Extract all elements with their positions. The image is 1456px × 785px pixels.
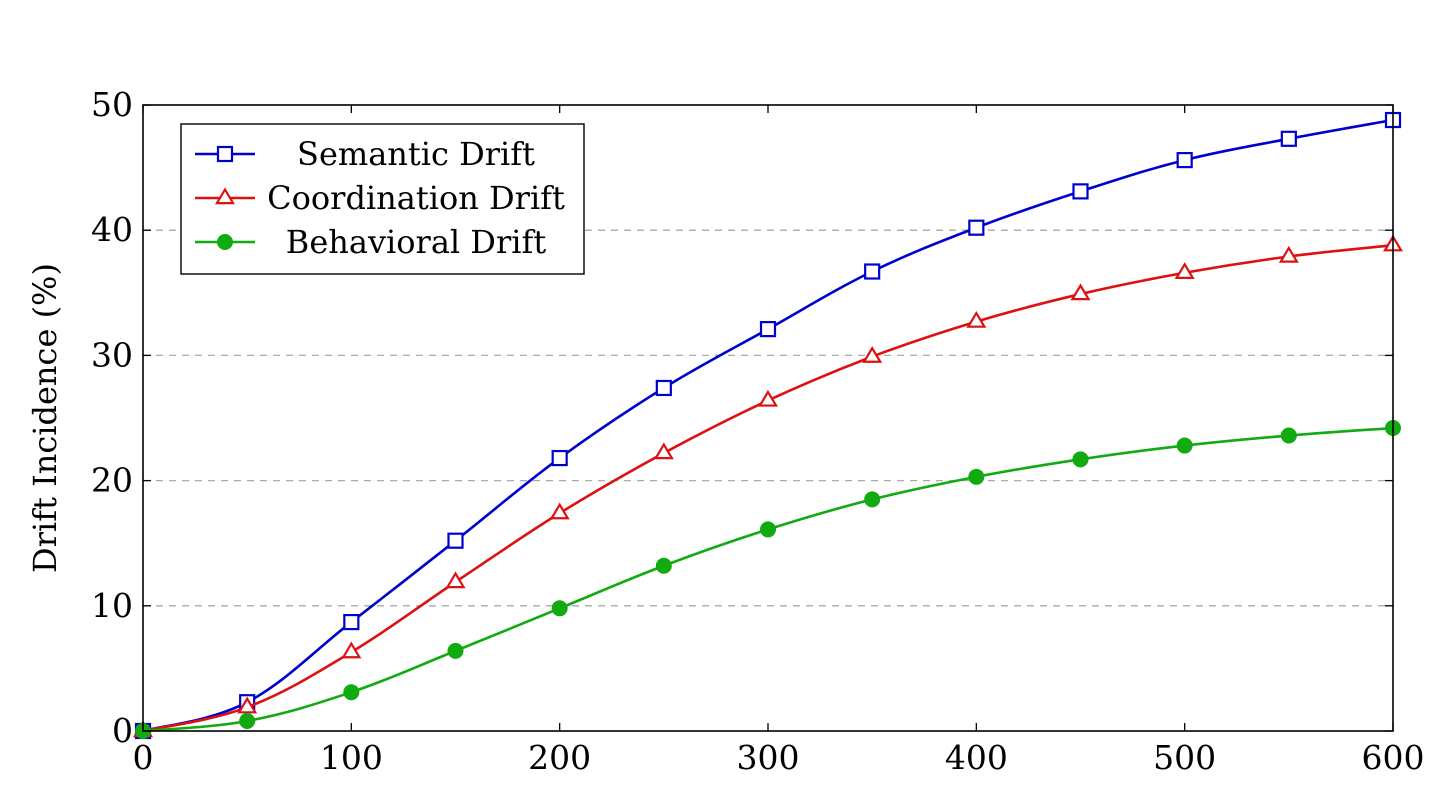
data-point bbox=[549, 502, 570, 520]
y-tick-label: 0 bbox=[112, 711, 133, 750]
y-tick-label: 30 bbox=[91, 335, 133, 374]
data-point bbox=[864, 491, 881, 508]
y-tick-label: 50 bbox=[91, 85, 133, 124]
legend-item: Behavioral Drift bbox=[195, 223, 546, 261]
data-point bbox=[968, 468, 985, 485]
data-point bbox=[447, 532, 464, 549]
data-point bbox=[1072, 183, 1089, 200]
data-point bbox=[655, 379, 672, 397]
y-tick-label: 40 bbox=[91, 210, 133, 249]
data-point bbox=[551, 600, 568, 617]
data-point bbox=[757, 389, 779, 407]
data-point bbox=[862, 345, 883, 363]
data-point bbox=[1280, 427, 1297, 444]
legend-marker bbox=[216, 145, 234, 163]
legend-item: Coordination Drift bbox=[195, 179, 565, 217]
y-tick-label: 20 bbox=[91, 461, 133, 500]
data-point bbox=[447, 642, 464, 659]
x-tick-label: 0 bbox=[133, 738, 154, 777]
axis-ticks: 0 100 200 300 400 500 600 0 10 20 30 40 50 bbox=[91, 85, 1425, 777]
legend-marker bbox=[214, 187, 236, 205]
series-1 bbox=[132, 234, 1404, 738]
x-tick-label: 500 bbox=[1153, 738, 1216, 777]
grid-lines bbox=[143, 229, 1393, 607]
data-point bbox=[237, 696, 258, 714]
data-point bbox=[343, 613, 360, 631]
legend-label: Coordination Drift bbox=[267, 179, 565, 217]
data-point bbox=[551, 449, 568, 467]
legend-marker bbox=[217, 234, 233, 250]
x-tick-label: 100 bbox=[320, 738, 383, 777]
x-tick-label: 200 bbox=[528, 738, 591, 777]
data-point bbox=[341, 641, 362, 659]
legend: Semantic Drift Coordination Drift Behavior… bbox=[180, 123, 585, 275]
data-point bbox=[759, 321, 777, 338]
data-point bbox=[968, 219, 985, 236]
data-point bbox=[239, 712, 256, 729]
series-2 bbox=[135, 420, 1401, 739]
data-point bbox=[966, 310, 987, 328]
data-point bbox=[1176, 437, 1193, 454]
data-point bbox=[343, 684, 360, 701]
series-line bbox=[142, 426, 1394, 733]
legend-label: Behavioral Drift bbox=[286, 223, 547, 261]
data-point bbox=[760, 521, 776, 538]
x-tick-label: 600 bbox=[1362, 738, 1425, 777]
data-point bbox=[1174, 262, 1195, 279]
legend-label: Semantic Drift bbox=[297, 135, 535, 173]
data-point bbox=[1070, 283, 1091, 301]
series-layer bbox=[132, 111, 1404, 740]
x-tick-label: 400 bbox=[945, 738, 1008, 777]
data-point bbox=[1072, 451, 1089, 468]
y-tick-label: 10 bbox=[91, 586, 133, 625]
data-point bbox=[864, 263, 881, 280]
data-point bbox=[653, 442, 674, 460]
data-point bbox=[1280, 130, 1297, 147]
series-line bbox=[142, 243, 1394, 733]
y-axis-label: Drift Incidence (%) bbox=[26, 263, 64, 573]
x-tick-label: 300 bbox=[737, 738, 800, 777]
data-point bbox=[655, 557, 672, 574]
data-point bbox=[1278, 245, 1299, 263]
data-point bbox=[445, 571, 466, 589]
legend-item: Semantic Drift bbox=[195, 135, 535, 173]
data-point bbox=[1176, 151, 1193, 169]
